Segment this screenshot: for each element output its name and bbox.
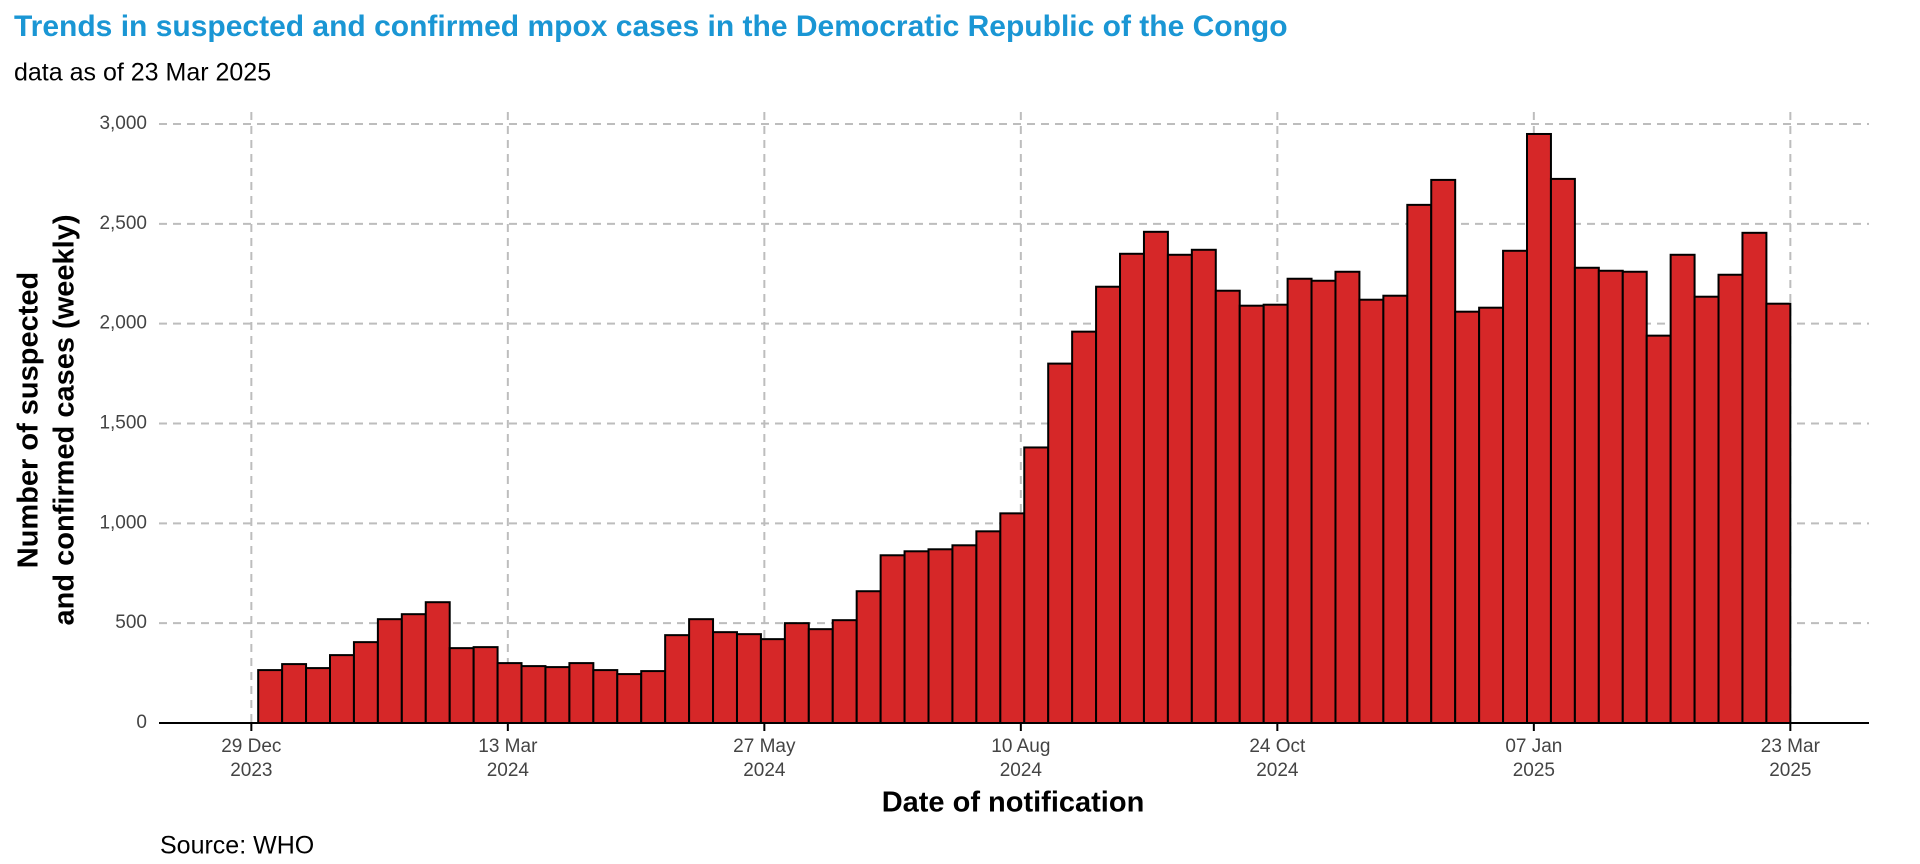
bar [544,666,571,724]
bar [999,512,1026,724]
bar [1166,253,1193,724]
bar [257,669,284,724]
bar [568,662,595,724]
bar [807,628,834,725]
y-tick-label: 2,000 [99,313,147,334]
x-tick-label: 24 Oct 2024 [1249,736,1306,781]
bar [424,601,451,724]
bar [1023,446,1050,724]
bar [1334,270,1361,724]
bar [640,670,667,725]
bar [1549,177,1576,725]
bar [1765,302,1792,724]
bar [496,662,523,724]
bar [712,631,738,725]
bar [1597,269,1624,724]
bar [1358,298,1385,724]
bar [1573,266,1600,724]
bar [520,665,547,724]
bar [1047,362,1074,724]
bar [1262,303,1289,724]
bar [1214,289,1241,724]
x-tick-label: 10 Aug 2024 [991,736,1050,781]
bar [1430,178,1457,724]
y-tick-label: 3,000 [99,113,147,134]
bar [951,544,978,725]
chart-subtitle: data as of 23 Mar 2025 [14,59,271,87]
bar [305,667,331,725]
x-tick-label: 29 Dec 2023 [221,736,281,781]
bar [1095,285,1122,724]
bar [1142,230,1169,724]
x-tick-label: 13 Mar 2024 [478,736,538,781]
bar [1526,132,1552,724]
bar [903,550,930,725]
bar [1286,277,1313,724]
bar [1502,249,1529,724]
bar [1119,252,1145,725]
source: Source: WHO [160,832,314,860]
bar [855,590,882,724]
bar [831,619,858,725]
bar [1669,253,1696,724]
x-axis-label: Date of notification [882,787,1145,819]
bar [1645,334,1672,724]
bar [735,633,762,724]
bar [329,654,355,725]
bar [1478,306,1505,724]
bar [1071,330,1098,724]
bar [1454,310,1481,724]
chart-title: Trends in suspected and confirmed mpox c… [14,10,1288,43]
y-tick-label: 1,000 [99,512,147,533]
bar [1238,304,1265,724]
bar [975,530,1002,724]
x-tick-label: 23 Mar 2025 [1761,736,1821,781]
bar [879,554,906,725]
bar [400,613,427,724]
bar [376,618,403,725]
bar [281,663,308,724]
y-tick-label: 0 [136,712,147,733]
y-tick-label: 500 [115,612,147,633]
bar [1406,203,1433,725]
bar [352,641,379,725]
bar [927,548,954,724]
bar [1621,270,1648,724]
x-tick-label: 07 Jan 2025 [1505,736,1562,781]
bar [664,634,691,724]
x-tick-label: 27 May 2024 [733,736,796,781]
y-tick-label: 1,500 [99,413,147,434]
bar [592,669,619,724]
y-axis-label-line: Number of suspected [13,272,45,569]
bar [472,646,499,724]
y-axis-label: Number of suspected and confirmed cases … [13,215,81,626]
y-axis-label-line: and confirmed cases (weekly) [49,215,81,626]
y-tick-label: 2,500 [99,213,147,234]
bar [1382,294,1409,724]
bar [1741,231,1768,724]
bar [1190,248,1217,724]
bar [616,673,643,724]
bar [448,647,475,724]
bar [759,638,786,725]
bar [1693,295,1720,724]
bar [1717,273,1744,724]
bar [688,618,715,725]
bar [1310,279,1337,724]
bar [783,622,810,725]
